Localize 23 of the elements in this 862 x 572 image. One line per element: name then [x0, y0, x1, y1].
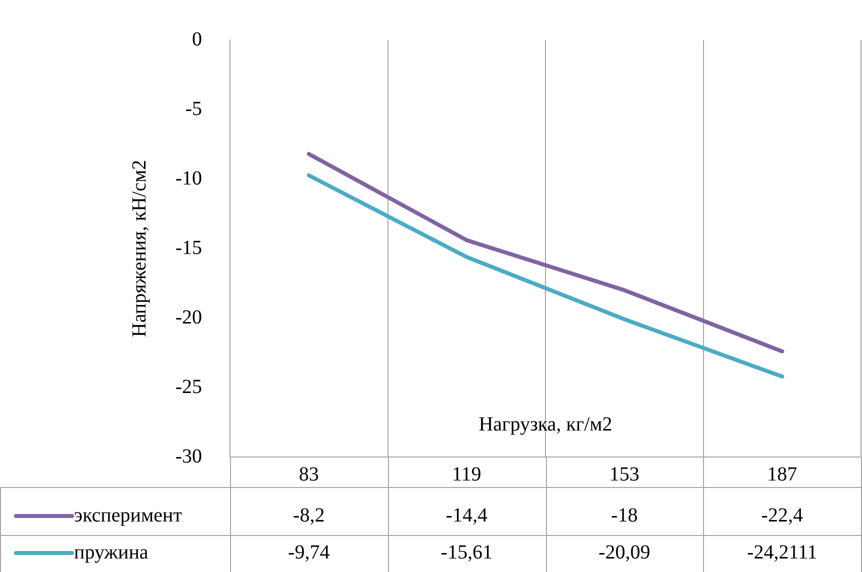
y-tick-label: -10 — [175, 167, 202, 190]
x-tick-label: 187 — [767, 463, 798, 486]
y-axis-title: Напряжения, кН/см2 — [128, 160, 150, 338]
y-tick-label: 0 — [192, 28, 202, 50]
legend-label: эксперимент — [74, 504, 182, 526]
y-tick-label: -15 — [175, 236, 202, 259]
x-tick-label: 83 — [298, 463, 319, 486]
data-label: -18 — [611, 504, 638, 526]
data-label: -9,74 — [288, 541, 330, 564]
y-tick-label: -30 — [175, 445, 202, 468]
y-tick-label: -25 — [175, 376, 202, 398]
x-tick-label: 119 — [452, 463, 482, 486]
data-label: -22,4 — [761, 504, 803, 526]
x-axis-title: Нагрузка, кг/м2 — [478, 413, 612, 436]
data-label: -20,09 — [598, 541, 650, 564]
legend-label: пружина — [74, 541, 148, 564]
data-label: -8,2 — [293, 504, 325, 526]
data-label: -15,61 — [440, 541, 492, 564]
data-label: -24,2111 — [747, 541, 818, 564]
y-tick-label: -5 — [185, 98, 202, 120]
y-tick-label: -20 — [175, 306, 202, 328]
x-tick-label: 153 — [609, 463, 640, 486]
data-label: -14,4 — [446, 504, 488, 526]
